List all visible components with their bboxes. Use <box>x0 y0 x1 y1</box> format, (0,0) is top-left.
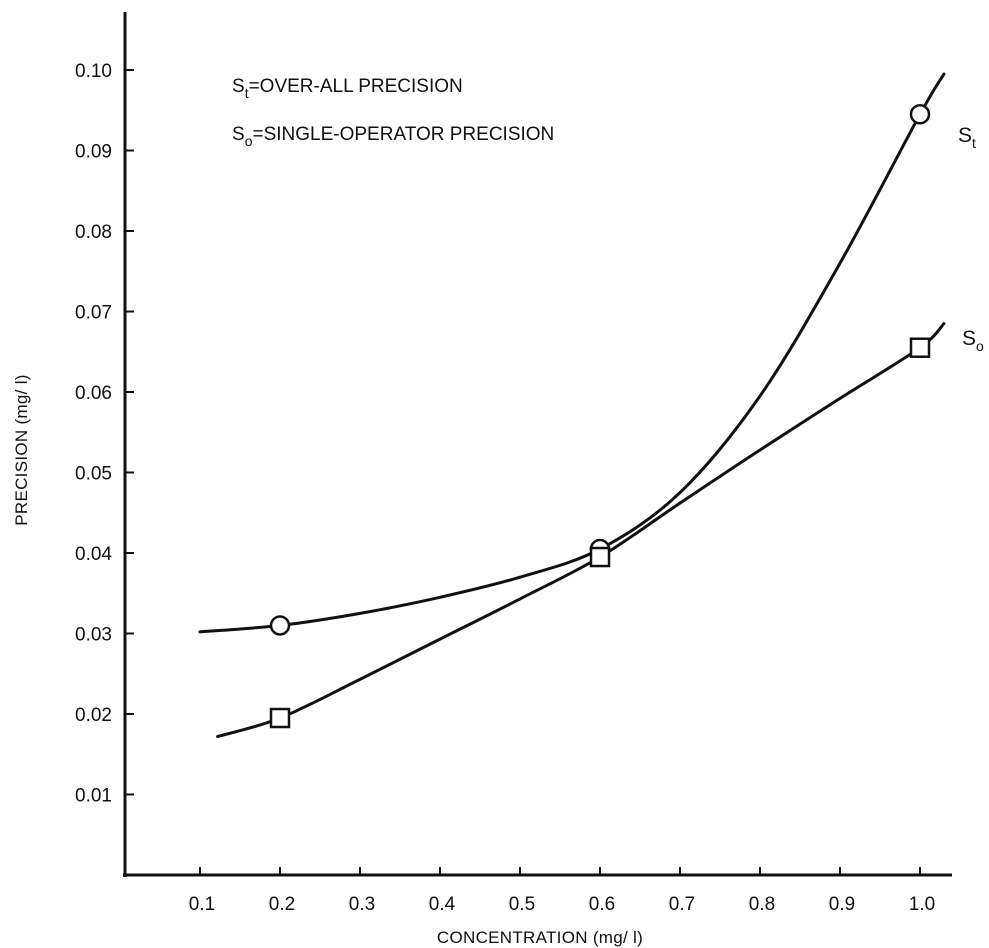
series-label-so: So <box>962 327 984 354</box>
y-tick-label: 0.07 <box>75 303 112 324</box>
x-tick-label: 0.5 <box>509 894 535 915</box>
y-tick-label: 0.08 <box>75 222 112 243</box>
y-tick-label: 0.06 <box>75 383 112 404</box>
x-tick-label: 0.9 <box>829 894 855 915</box>
y-tick-label: 0.05 <box>75 464 112 485</box>
y-tick-label: 0.09 <box>75 142 112 163</box>
data-point-so <box>909 337 931 358</box>
y-axis-title: PRECISION (mg/ l) <box>12 374 31 526</box>
legend-item-st: St=OVER-ALL PRECISION <box>232 76 463 101</box>
axis-ticks: 0.1 0.2 0.3 0.4 0.5 0.6 0.7 0.8 0.9 1.0 0.01 0.02 0.… <box>75 61 935 915</box>
legend-item-so: So=SINGLE-OPERATOR PRECISION <box>232 124 554 149</box>
series-curves <box>198 72 946 738</box>
x-tick-label: 0.2 <box>269 894 295 915</box>
series-markers <box>269 104 931 729</box>
series-label-st: St <box>958 124 976 151</box>
x-tick-label: 0.7 <box>669 894 695 915</box>
data-point-st <box>269 615 291 636</box>
data-point-so <box>589 546 611 568</box>
legend: St=OVER-ALL PRECISION So=SINGLE-OPERATOR… <box>232 76 554 149</box>
x-axis-title: CONCENTRATION (mg/ l) <box>437 928 643 947</box>
x-tick-label: 1.0 <box>909 894 935 915</box>
y-tick-label: 0.04 <box>75 544 112 565</box>
x-tick-label: 0.3 <box>349 894 375 915</box>
x-tick-label: 0.1 <box>189 894 215 915</box>
axes <box>123 12 952 877</box>
x-tick-label: 0.6 <box>589 894 615 915</box>
series-line-so <box>216 322 946 738</box>
data-point-so <box>269 707 291 729</box>
y-tick-label: 0.02 <box>75 705 112 726</box>
y-tick-label: 0.01 <box>75 786 112 807</box>
series-line-st <box>198 72 946 634</box>
data-point-st <box>909 104 931 125</box>
x-tick-label: 0.8 <box>749 894 775 915</box>
y-tick-label: 0.03 <box>75 625 112 646</box>
y-tick-label: 0.10 <box>75 61 112 82</box>
x-tick-label: 0.4 <box>429 894 456 915</box>
